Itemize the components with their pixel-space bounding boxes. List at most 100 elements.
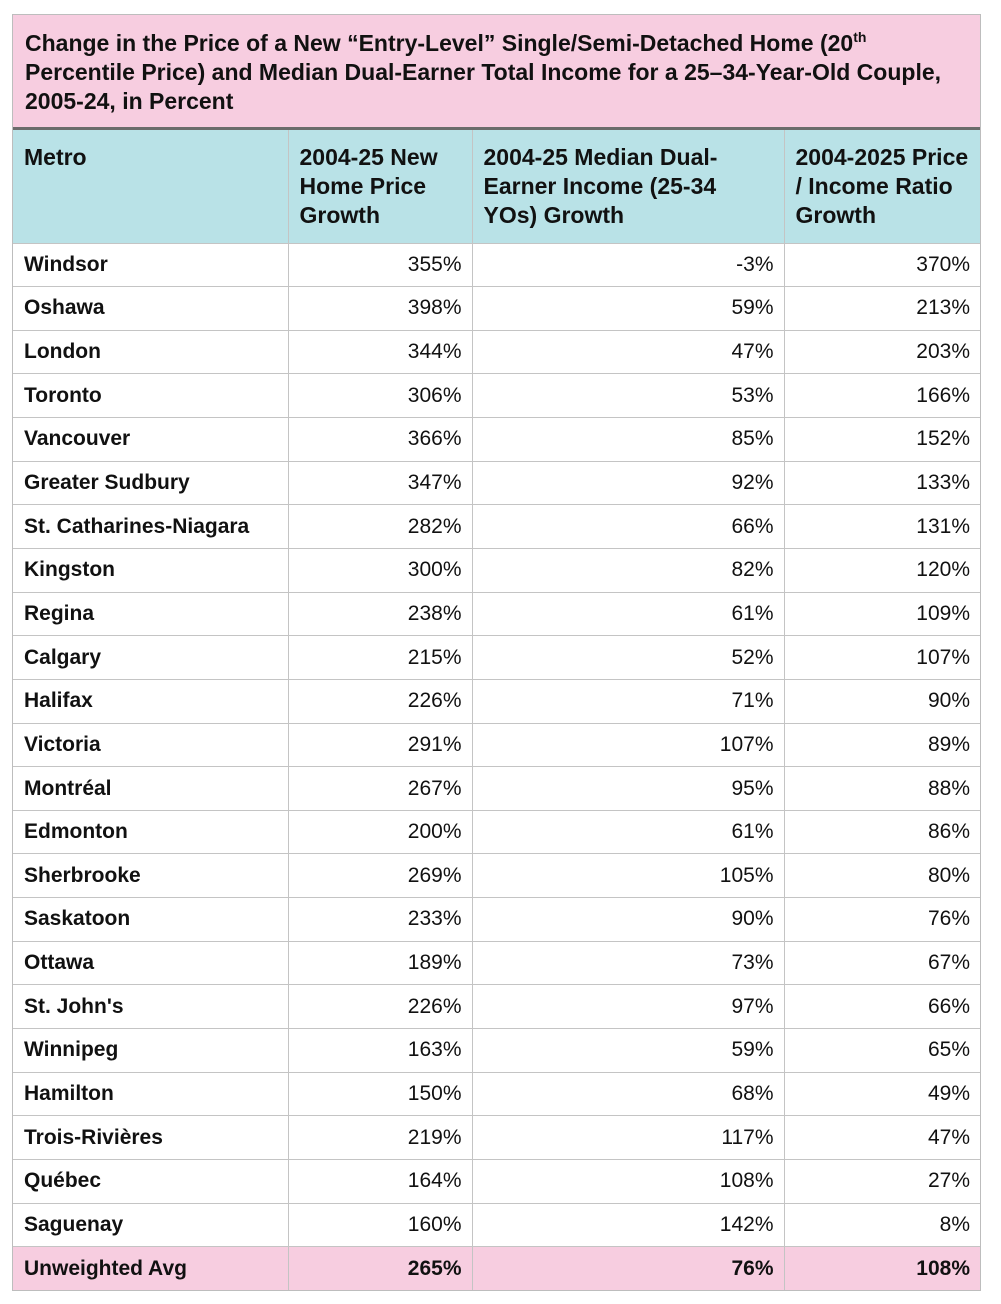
table-row: Halifax 226% 71% 90% (13, 678, 980, 724)
table-row: St. Catharines-Niagara 282% 66% 131% (13, 504, 980, 549)
cell-price-growth: 366% (287, 417, 473, 462)
table-row: London 344% 47% 203% (13, 329, 980, 375)
cell-metro: Regina (13, 591, 289, 637)
cell-income-growth: 107% (471, 722, 785, 768)
cell-income-growth: 76% (471, 1246, 785, 1291)
cell-metro: Montréal (13, 766, 289, 811)
cell-price-growth: 226% (287, 678, 473, 724)
table-row: Sherbrooke 269% 105% 80% (13, 853, 980, 899)
cell-metro: Calgary (13, 635, 289, 680)
header-price-growth: 2004-25 New Home Price Growth (287, 130, 473, 244)
cell-metro: Greater Sudbury (13, 460, 289, 506)
cell-ratio-growth: 65% (783, 1028, 980, 1073)
cell-price-growth: 291% (287, 722, 473, 768)
cell-ratio-growth: 89% (783, 722, 980, 768)
cell-price-growth: 300% (287, 547, 473, 593)
cell-ratio-growth: 166% (783, 373, 980, 419)
cell-metro: Unweighted Avg (13, 1246, 289, 1291)
table-row: Montréal 267% 95% 88% (13, 766, 980, 811)
cell-income-growth: 108% (471, 1158, 785, 1204)
cell-price-growth: 282% (287, 504, 473, 549)
cell-price-growth: 265% (287, 1246, 473, 1291)
table-row: Edmonton 200% 61% 86% (13, 809, 980, 855)
cell-metro: Oshawa (13, 286, 289, 331)
cell-ratio-growth: 152% (783, 417, 980, 462)
cell-income-growth: 95% (471, 766, 785, 811)
cell-ratio-growth: 8% (783, 1202, 980, 1248)
cell-price-growth: 215% (287, 635, 473, 680)
cell-ratio-growth: 109% (783, 591, 980, 637)
cell-metro: St. John's (13, 984, 289, 1030)
cell-ratio-growth: 67% (783, 940, 980, 986)
cell-metro: Windsor (13, 242, 289, 288)
cell-metro: Ottawa (13, 940, 289, 986)
cell-price-growth: 160% (287, 1202, 473, 1248)
cell-ratio-growth: 49% (783, 1071, 980, 1117)
header-income-growth: 2004-25 Median Dual-Earner Income (25-34… (471, 130, 785, 244)
cell-metro: Halifax (13, 678, 289, 724)
table-row: Saskatoon 233% 90% 76% (13, 897, 980, 942)
table-row: Toronto 306% 53% 166% (13, 373, 980, 419)
table-row: Greater Sudbury 347% 92% 133% (13, 460, 980, 506)
cell-ratio-growth: 80% (783, 853, 980, 899)
cell-ratio-growth: 107% (783, 635, 980, 680)
cell-price-growth: 306% (287, 373, 473, 419)
cell-price-growth: 164% (287, 1158, 473, 1204)
table-row: Winnipeg 163% 59% 65% (13, 1028, 980, 1073)
cell-income-growth: 52% (471, 635, 785, 680)
header-ratio-growth: 2004-2025 Price / Income Ratio Growth (783, 130, 980, 244)
cell-price-growth: 163% (287, 1028, 473, 1073)
cell-metro: Québec (13, 1158, 289, 1204)
data-table-container: Change in the Price of a New “Entry-Leve… (12, 14, 981, 1292)
cell-price-growth: 200% (287, 809, 473, 855)
table-row: Regina 238% 61% 109% (13, 591, 980, 637)
cell-income-growth: 142% (471, 1202, 785, 1248)
cell-ratio-growth: 86% (783, 809, 980, 855)
table-body: Windsor 355% -3% 370% Oshawa 398% 59% 213% Londo… (13, 242, 980, 1291)
cell-income-growth: 73% (471, 940, 785, 986)
cell-income-growth: 85% (471, 417, 785, 462)
cell-metro: Sherbrooke (13, 853, 289, 899)
cell-ratio-growth: 90% (783, 678, 980, 724)
cell-metro: Saguenay (13, 1202, 289, 1248)
cell-income-growth: 61% (471, 809, 785, 855)
growth-table: Metro 2004-25 New Home Price Growth 2004… (13, 130, 980, 1291)
cell-metro: Toronto (13, 373, 289, 419)
table-title: Change in the Price of a New “Entry-Leve… (13, 15, 980, 130)
cell-price-growth: 267% (287, 766, 473, 811)
table-row: Calgary 215% 52% 107% (13, 635, 980, 680)
cell-ratio-growth: 120% (783, 547, 980, 593)
cell-price-growth: 189% (287, 940, 473, 986)
cell-income-growth: 82% (471, 547, 785, 593)
cell-income-growth: 59% (471, 286, 785, 331)
cell-ratio-growth: 47% (783, 1115, 980, 1160)
cell-ratio-growth: 66% (783, 984, 980, 1030)
average-row: Unweighted Avg 265% 76% 108% (13, 1246, 980, 1291)
table-row: Québec 164% 108% 27% (13, 1158, 980, 1204)
cell-price-growth: 219% (287, 1115, 473, 1160)
table-row: Vancouver 366% 85% 152% (13, 417, 980, 462)
cell-ratio-growth: 108% (783, 1246, 980, 1291)
table-row: Ottawa 189% 73% 67% (13, 940, 980, 986)
cell-ratio-growth: 133% (783, 460, 980, 506)
table-row: Saguenay 160% 142% 8% (13, 1202, 980, 1248)
cell-metro: Winnipeg (13, 1028, 289, 1073)
table-row: Victoria 291% 107% 89% (13, 722, 980, 768)
cell-price-growth: 398% (287, 286, 473, 331)
cell-metro: Trois-Rivières (13, 1115, 289, 1160)
title-superscript: th (853, 29, 867, 45)
cell-metro: St. Catharines-Niagara (13, 504, 289, 549)
cell-income-growth: 66% (471, 504, 785, 549)
cell-ratio-growth: 27% (783, 1158, 980, 1204)
cell-ratio-growth: 203% (783, 329, 980, 375)
cell-price-growth: 347% (287, 460, 473, 506)
cell-price-growth: 344% (287, 329, 473, 375)
cell-metro: Edmonton (13, 809, 289, 855)
cell-income-growth: 68% (471, 1071, 785, 1117)
cell-income-growth: 47% (471, 329, 785, 375)
cell-income-growth: 92% (471, 460, 785, 506)
cell-income-growth: 117% (471, 1115, 785, 1160)
cell-income-growth: 53% (471, 373, 785, 419)
cell-price-growth: 233% (287, 897, 473, 942)
cell-income-growth: 90% (471, 897, 785, 942)
